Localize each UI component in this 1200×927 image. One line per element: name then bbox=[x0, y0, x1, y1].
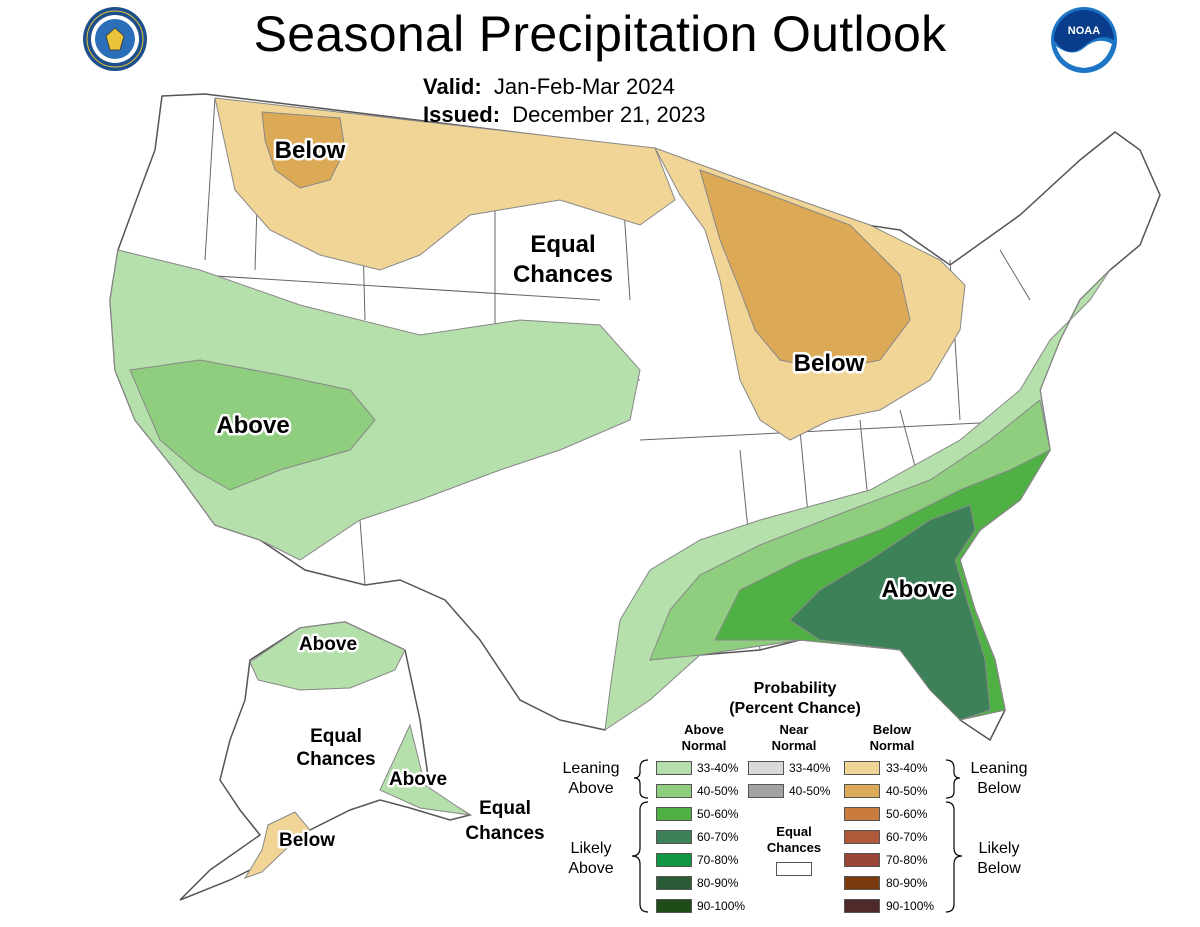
legend-likely-below: Likely Below bbox=[960, 839, 1038, 879]
noaa-logo: NOAA bbox=[1051, 7, 1117, 73]
legend-above-swatch bbox=[656, 807, 692, 821]
legend-col-above: Above Normal bbox=[664, 722, 744, 754]
label-equal-chances-center-1: Equal bbox=[530, 231, 595, 258]
legend-below-label: 40-50% bbox=[886, 784, 928, 798]
issued-line: Issued: December 21, 2023 bbox=[423, 101, 706, 129]
legend-above-swatch bbox=[656, 761, 692, 775]
legend-below-swatch bbox=[844, 807, 880, 821]
legend-likely-above-2: Above bbox=[568, 860, 614, 877]
legend-col-above-2: Normal bbox=[681, 738, 727, 753]
legend-above-label: 50-60% bbox=[697, 807, 739, 821]
below-northwest-core bbox=[261, 111, 346, 189]
legend-likely-below-2: Below bbox=[977, 860, 1021, 877]
label-equal-chances-center-2: Chances bbox=[513, 261, 613, 288]
legend-leaning-above-1: Leaning bbox=[562, 760, 620, 777]
legend-below-label: 50-60% bbox=[886, 807, 928, 821]
legend-col-below: Below Normal bbox=[852, 722, 932, 754]
legend-above-swatch bbox=[656, 876, 692, 890]
legend-likely-below-1: Likely bbox=[978, 840, 1020, 857]
issued-value: December 21, 2023 bbox=[512, 102, 706, 127]
legend-title-line2: (Percent Chance) bbox=[729, 700, 861, 717]
issued-label: Issued: bbox=[423, 102, 501, 127]
legend-col-near-1: Near bbox=[779, 722, 809, 737]
legend-equal-chances-swatch bbox=[776, 862, 812, 876]
legend-equal-chances-2: Chances bbox=[766, 840, 822, 855]
legend-leaning-below-2: Below bbox=[977, 780, 1021, 797]
label-ak-equal-1: Equal bbox=[310, 726, 362, 747]
legend-below-swatch bbox=[844, 899, 880, 913]
legend-below-swatch bbox=[844, 876, 880, 890]
legend-above-label: 70-80% bbox=[697, 853, 739, 867]
legend-above-swatch bbox=[656, 830, 692, 844]
legend-below-swatch bbox=[844, 761, 880, 775]
legend-title-line1: Probability bbox=[753, 680, 837, 697]
legend-equal-chances-1: Equal bbox=[776, 824, 812, 839]
alaska-above-north bbox=[249, 621, 406, 691]
legend-above-label: 80-90% bbox=[697, 876, 739, 890]
legend-col-near: Near Normal bbox=[754, 722, 834, 754]
alaska-outline bbox=[179, 621, 472, 901]
legend-above-label: 60-70% bbox=[697, 830, 739, 844]
legend-below-label: 33-40% bbox=[886, 761, 928, 775]
label-below-greatlakes: Below bbox=[794, 350, 865, 377]
label-ak-equal-se-2: Chances bbox=[465, 823, 544, 844]
legend-title: Probability (Percent Chance) bbox=[700, 679, 890, 719]
legend-col-near-2: Normal bbox=[771, 738, 817, 753]
below-greatlakes-core bbox=[699, 169, 911, 371]
legend-near-swatch bbox=[748, 761, 784, 775]
valid-line: Valid: Jan-Feb-Mar 2024 bbox=[423, 73, 675, 101]
legend-near-label: 40-50% bbox=[789, 784, 831, 798]
legend-above-label: 90-100% bbox=[697, 899, 746, 913]
label-ak-above-south: Above bbox=[389, 769, 447, 790]
label-above-southeast: Above bbox=[881, 576, 954, 603]
legend-below-label: 60-70% bbox=[886, 830, 928, 844]
legend-near-swatch bbox=[748, 784, 784, 798]
label-above-southwest: Above bbox=[216, 412, 289, 439]
label-ak-equal-2: Chances bbox=[296, 749, 375, 770]
legend-below-swatch bbox=[844, 853, 880, 867]
label-ak-above-north: Above bbox=[299, 634, 357, 655]
legend-leaning-above: Leaning Above bbox=[552, 759, 630, 799]
label-ak-below: Below bbox=[279, 830, 335, 851]
legend-col-below-1: Below bbox=[872, 722, 912, 737]
legend-below-swatch bbox=[844, 784, 880, 798]
above-southeast-region-60 bbox=[789, 504, 991, 721]
legend-above-label: 40-50% bbox=[697, 784, 739, 798]
legend-likely-above-1: Likely bbox=[570, 840, 612, 857]
legend-leaning-below: Leaning Below bbox=[960, 759, 1038, 799]
legend-col-below-2: Normal bbox=[869, 738, 915, 753]
legend-below-label: 90-100% bbox=[886, 899, 935, 913]
above-southwest-core bbox=[129, 359, 376, 491]
legend-near-label: 33-40% bbox=[789, 761, 831, 775]
legend-above-swatch bbox=[656, 853, 692, 867]
legend-col-above-1: Above bbox=[684, 722, 724, 737]
commerce-seal-logo bbox=[83, 7, 147, 71]
legend-below-swatch bbox=[844, 830, 880, 844]
legend-above-swatch bbox=[656, 899, 692, 913]
map-title: Seasonal Precipitation Outlook bbox=[253, 6, 947, 62]
svg-text:NOAA: NOAA bbox=[1068, 25, 1100, 37]
alaska-above-south bbox=[379, 723, 471, 816]
alaska-below bbox=[243, 811, 311, 879]
legend-likely-above: Likely Above bbox=[552, 839, 630, 879]
label-ak-equal-se-1: Equal bbox=[479, 798, 531, 819]
legend-leaning-above-2: Above bbox=[568, 780, 614, 797]
label-below-northwest: Below bbox=[275, 137, 346, 164]
legend-below-label: 70-80% bbox=[886, 853, 928, 867]
valid-label: Valid: bbox=[423, 74, 482, 99]
legend-below-label: 80-90% bbox=[886, 876, 928, 890]
legend-leaning-below-1: Leaning bbox=[970, 760, 1028, 777]
legend-above-label: 33-40% bbox=[697, 761, 739, 775]
legend-equal-chances: Equal Chances bbox=[754, 824, 834, 856]
valid-value: Jan-Feb-Mar 2024 bbox=[493, 74, 675, 99]
legend-above-swatch bbox=[656, 784, 692, 798]
